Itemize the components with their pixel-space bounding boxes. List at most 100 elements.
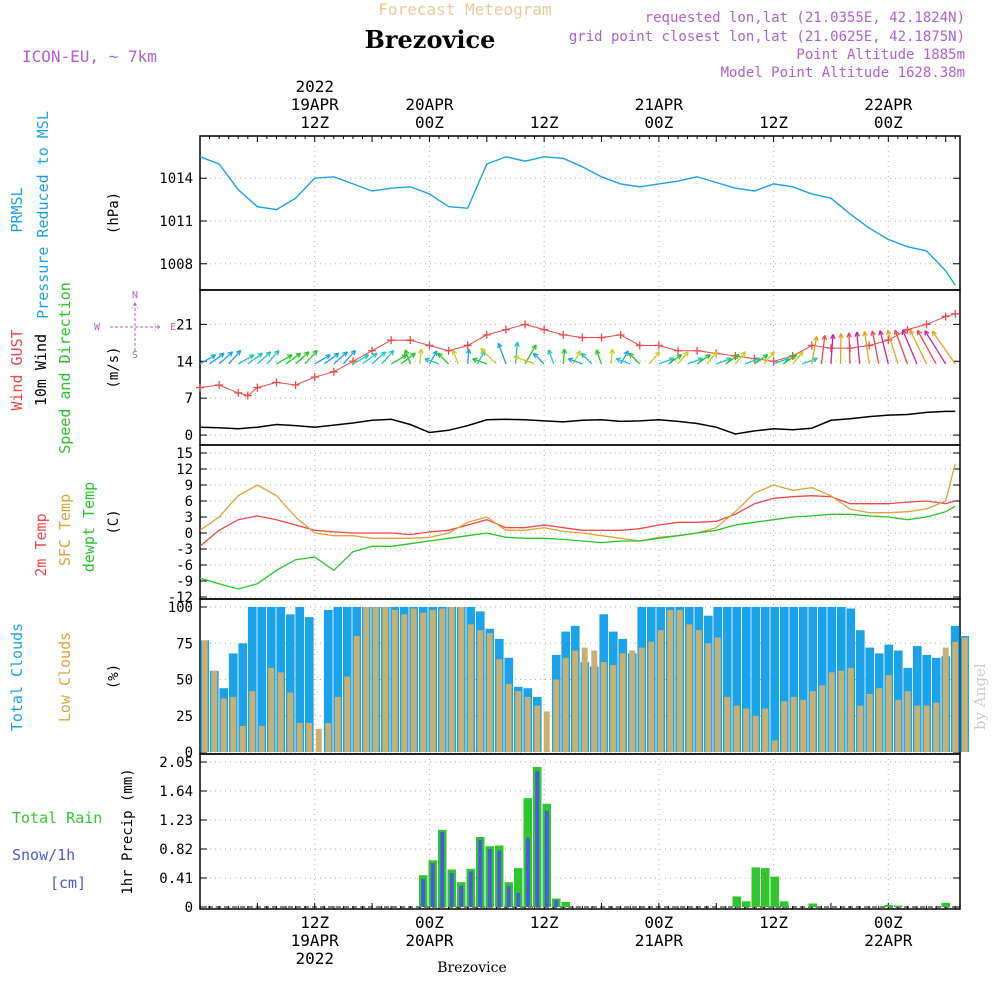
snow-bar bbox=[440, 832, 445, 907]
wind-arrow bbox=[218, 351, 233, 365]
wind-arrow bbox=[562, 348, 566, 364]
low-cloud-bar bbox=[211, 670, 218, 752]
snow-bar bbox=[535, 771, 540, 907]
total-cloud-bar bbox=[922, 654, 932, 752]
wind-arrow bbox=[352, 354, 369, 365]
label-dewpt-temp: dewpt Temp bbox=[80, 482, 98, 572]
wind-arrow bbox=[276, 354, 293, 365]
low-cloud-bar bbox=[505, 683, 512, 752]
gust-marker bbox=[329, 367, 338, 376]
y-tick-label: 9 bbox=[185, 478, 193, 494]
top-time-label: 00Z bbox=[415, 113, 444, 132]
y-axis-label: 1hr Precip (mm) bbox=[120, 768, 136, 894]
low-cloud-bar bbox=[743, 708, 750, 752]
total-cloud-bar bbox=[333, 607, 343, 752]
wind-arrow-head bbox=[733, 354, 740, 360]
total-cloud-bar bbox=[295, 607, 305, 752]
bottom-time-label: 00Z bbox=[874, 913, 903, 932]
bottom-time-label: 12Z bbox=[759, 913, 788, 932]
y-tick-label: 0.82 bbox=[159, 842, 193, 858]
wind-arrow bbox=[514, 341, 519, 364]
wind-arrow bbox=[428, 350, 438, 365]
wind-arrow bbox=[580, 352, 593, 365]
wind-arrow bbox=[467, 348, 470, 364]
gust-marker bbox=[597, 333, 606, 342]
low-cloud-bar bbox=[895, 699, 902, 752]
wind-arrow-head bbox=[821, 334, 828, 341]
wind-arrow-head bbox=[862, 331, 868, 337]
low-cloud-bar bbox=[268, 667, 275, 752]
wind-arrow bbox=[404, 349, 411, 365]
low-cloud-bar bbox=[923, 705, 930, 752]
wind-arrow-head bbox=[615, 357, 622, 363]
top-time-label: 12Z bbox=[300, 113, 329, 132]
footer-station: Brezovice bbox=[437, 960, 507, 976]
low-cloud-bar bbox=[429, 609, 436, 752]
wind-arrow bbox=[314, 354, 331, 365]
wind-arrow-head bbox=[854, 331, 860, 337]
wind-arrow bbox=[256, 351, 272, 365]
wind-arrow-head bbox=[257, 352, 263, 359]
gust-marker bbox=[196, 383, 204, 392]
point-altitude: Point Altitude 1885m bbox=[796, 47, 965, 63]
wind-arrow-head bbox=[838, 333, 844, 339]
low-cloud-bar bbox=[401, 614, 408, 753]
wind-arrow-head bbox=[654, 351, 661, 357]
low-cloud-bar bbox=[904, 691, 911, 752]
wind-arrow-head bbox=[595, 349, 601, 355]
wind-arrow bbox=[677, 351, 689, 365]
low-cloud-bar bbox=[477, 630, 484, 752]
wind-arrow-head bbox=[676, 354, 683, 360]
total-cloud-bar bbox=[760, 607, 770, 752]
wind-arrow-head bbox=[924, 330, 930, 336]
gust-marker bbox=[635, 341, 644, 350]
wind-arrow bbox=[744, 357, 761, 365]
station-title: Brezovice bbox=[365, 25, 496, 54]
low-cloud-bar bbox=[515, 691, 522, 752]
wind-arrow bbox=[706, 351, 718, 365]
rain-bar bbox=[941, 902, 950, 907]
wind-arrow-head bbox=[404, 349, 410, 355]
snow-bar bbox=[516, 892, 521, 907]
total-cloud-bar bbox=[798, 607, 808, 752]
total-cloud-bar bbox=[817, 607, 827, 752]
y-axis-label: (C) bbox=[106, 509, 122, 534]
wind-arrow bbox=[909, 329, 928, 365]
wind-arrow-head bbox=[410, 352, 416, 359]
y-tick-label: -12 bbox=[168, 590, 193, 606]
wind-arrow-head bbox=[304, 351, 310, 357]
low-cloud-bar bbox=[382, 607, 389, 752]
panel-frame bbox=[199, 753, 961, 910]
wind-arrow-head bbox=[609, 348, 615, 354]
low-cloud-bar bbox=[885, 675, 892, 752]
low-cloud-bar bbox=[838, 670, 845, 752]
direction-w: W bbox=[94, 322, 101, 333]
wind-arrow-head bbox=[437, 352, 443, 359]
gust-marker bbox=[215, 381, 224, 389]
wind-arrow bbox=[811, 336, 818, 365]
low-cloud-bar bbox=[258, 725, 265, 752]
low-cloud-bar bbox=[220, 698, 227, 752]
bottom-time-label: 19APR bbox=[291, 931, 340, 950]
top-time-label: 00Z bbox=[874, 113, 903, 132]
low-cloud-bar bbox=[306, 723, 313, 752]
y-tick-label: 1008 bbox=[159, 257, 193, 273]
wind-arrow-head bbox=[547, 349, 553, 355]
total-cloud-bar bbox=[722, 607, 732, 752]
total-cloud-bar bbox=[732, 607, 742, 752]
wind-arrow bbox=[568, 358, 583, 365]
wind-arrow-head bbox=[798, 351, 804, 357]
low-cloud-bar bbox=[809, 691, 816, 752]
wind-arrow-head bbox=[846, 332, 852, 338]
low-cloud-bar bbox=[277, 672, 284, 753]
y-tick-label: 0 bbox=[185, 745, 193, 761]
wind-arrow bbox=[610, 348, 614, 364]
snow-bar bbox=[506, 885, 511, 907]
total-cloud-bar bbox=[304, 617, 314, 752]
gridpoint-coords: grid point closest lon,lat (21.0625E, 42… bbox=[569, 29, 965, 45]
low-cloud-bar bbox=[353, 636, 360, 752]
low-cloud-bar bbox=[819, 685, 826, 752]
wind-arrow-head bbox=[265, 351, 272, 357]
wind-arrow-head bbox=[350, 349, 357, 356]
